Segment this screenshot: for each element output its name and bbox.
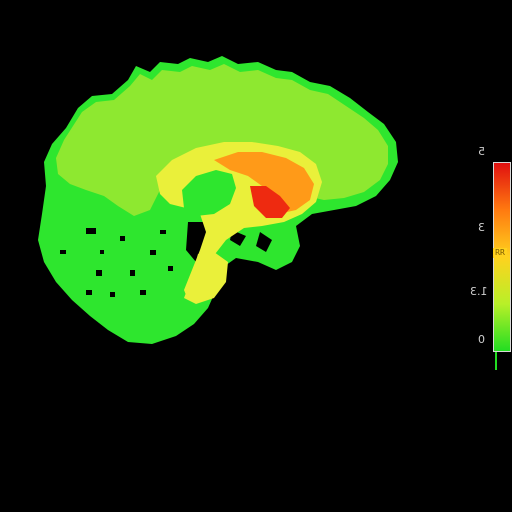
colorbar-tick-0: 0: [478, 333, 485, 346]
colorbar-tick-1-3: 1.3: [470, 285, 488, 298]
ventricle-region: [182, 170, 236, 216]
callosal-region-high: [214, 152, 314, 214]
colorbar-tick-5: 5: [478, 145, 485, 158]
colorbar-tick-3: 3: [478, 221, 485, 234]
brainstem-region: [184, 252, 228, 304]
peak-region: [250, 186, 290, 218]
colorbar-tail: [495, 352, 497, 370]
colorbar-marker: RR: [493, 248, 507, 258]
